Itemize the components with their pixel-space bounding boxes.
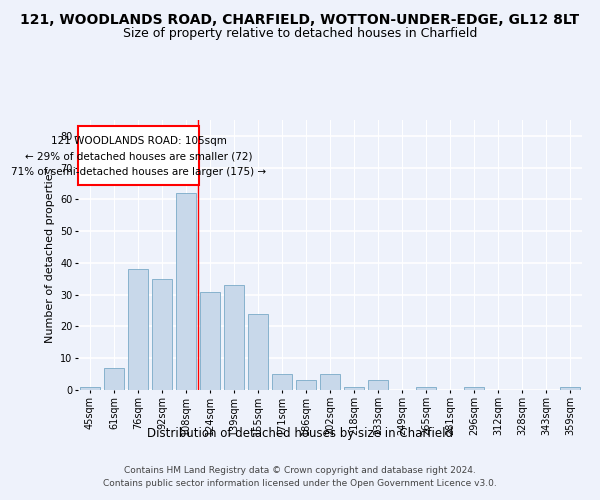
Bar [272,374,292,390]
Bar [248,314,268,390]
Bar [416,387,436,390]
Text: 121, WOODLANDS ROAD, CHARFIELD, WOTTON-UNDER-EDGE, GL12 8LT: 121, WOODLANDS ROAD, CHARFIELD, WOTTON-U… [20,12,580,26]
Bar [224,285,244,390]
Bar [464,387,484,390]
Bar [560,387,580,390]
Bar [368,380,388,390]
Bar [128,270,148,390]
FancyBboxPatch shape [78,126,199,185]
Bar [152,279,172,390]
Text: Size of property relative to detached houses in Charfield: Size of property relative to detached ho… [123,28,477,40]
Bar [104,368,124,390]
Bar [344,387,364,390]
Bar [296,380,316,390]
Text: ← 29% of detached houses are smaller (72): ← 29% of detached houses are smaller (72… [25,152,253,162]
Text: 71% of semi-detached houses are larger (175) →: 71% of semi-detached houses are larger (… [11,168,266,177]
Bar [176,193,196,390]
Bar [80,387,100,390]
Text: Distribution of detached houses by size in Charfield: Distribution of detached houses by size … [147,428,453,440]
Y-axis label: Number of detached properties: Number of detached properties [44,168,55,342]
Bar [200,292,220,390]
Text: Contains public sector information licensed under the Open Government Licence v3: Contains public sector information licen… [103,479,497,488]
Bar [320,374,340,390]
Text: Contains HM Land Registry data © Crown copyright and database right 2024.: Contains HM Land Registry data © Crown c… [124,466,476,475]
Text: 121 WOODLANDS ROAD: 105sqm: 121 WOODLANDS ROAD: 105sqm [50,136,227,145]
